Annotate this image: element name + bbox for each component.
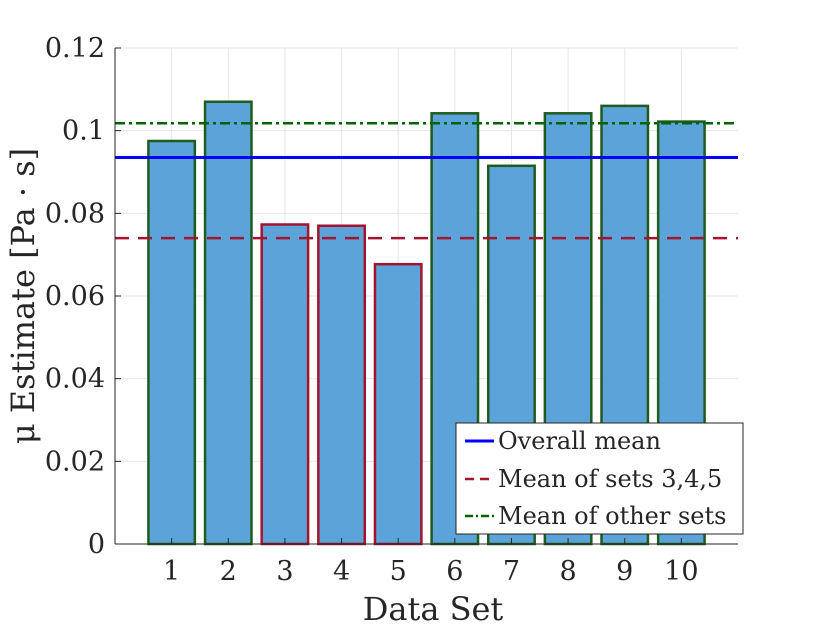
x-tick-label: 6 <box>446 556 463 587</box>
x-tick-label: 3 <box>276 556 293 587</box>
x-ticks: 1 2 3 4 5 6 7 8 9 10 <box>163 538 699 587</box>
x-tick-label: 7 <box>503 556 520 587</box>
bar-set-1 <box>147 139 197 546</box>
bar-set-3 <box>260 223 310 546</box>
y-tick-label: 0.06 <box>45 281 105 312</box>
reference-lines <box>115 121 738 240</box>
y-axis-label: μ Estimate [Pa · s] <box>4 148 42 444</box>
legend-label-mean-other-sets: Mean of other sets <box>498 502 726 530</box>
y-tick-label: 0 <box>88 529 105 560</box>
bar-set-2 <box>203 100 253 546</box>
legend: Overall mean Mean of sets 3,4,5 Mean of … <box>455 422 744 535</box>
y-tick-label: 0.02 <box>45 446 105 477</box>
x-tick-label: 2 <box>220 556 237 587</box>
y-tick-label: 0.1 <box>62 116 105 147</box>
y-tick-label: 0.08 <box>45 198 105 229</box>
x-axis-label: Data Set <box>363 590 504 628</box>
legend-box <box>455 422 744 535</box>
legend-label-mean-sets-345: Mean of sets 3,4,5 <box>498 465 722 493</box>
x-tick-label: 4 <box>333 556 350 587</box>
y-tick-label: 0.12 <box>45 33 105 64</box>
x-tick-label: 9 <box>616 556 633 587</box>
x-tick-label: 10 <box>664 556 698 587</box>
legend-label-overall-mean: Overall mean <box>498 427 661 455</box>
y-ticks: 0 0.02 0.04 0.06 0.08 0.1 0.12 <box>45 33 121 560</box>
bar-set-5 <box>373 262 423 546</box>
y-tick-label: 0.04 <box>45 364 105 395</box>
x-tick-label: 8 <box>559 556 576 587</box>
x-tick-label: 1 <box>163 556 180 587</box>
bar-set-4 <box>317 224 367 546</box>
x-tick-label: 5 <box>390 556 407 587</box>
